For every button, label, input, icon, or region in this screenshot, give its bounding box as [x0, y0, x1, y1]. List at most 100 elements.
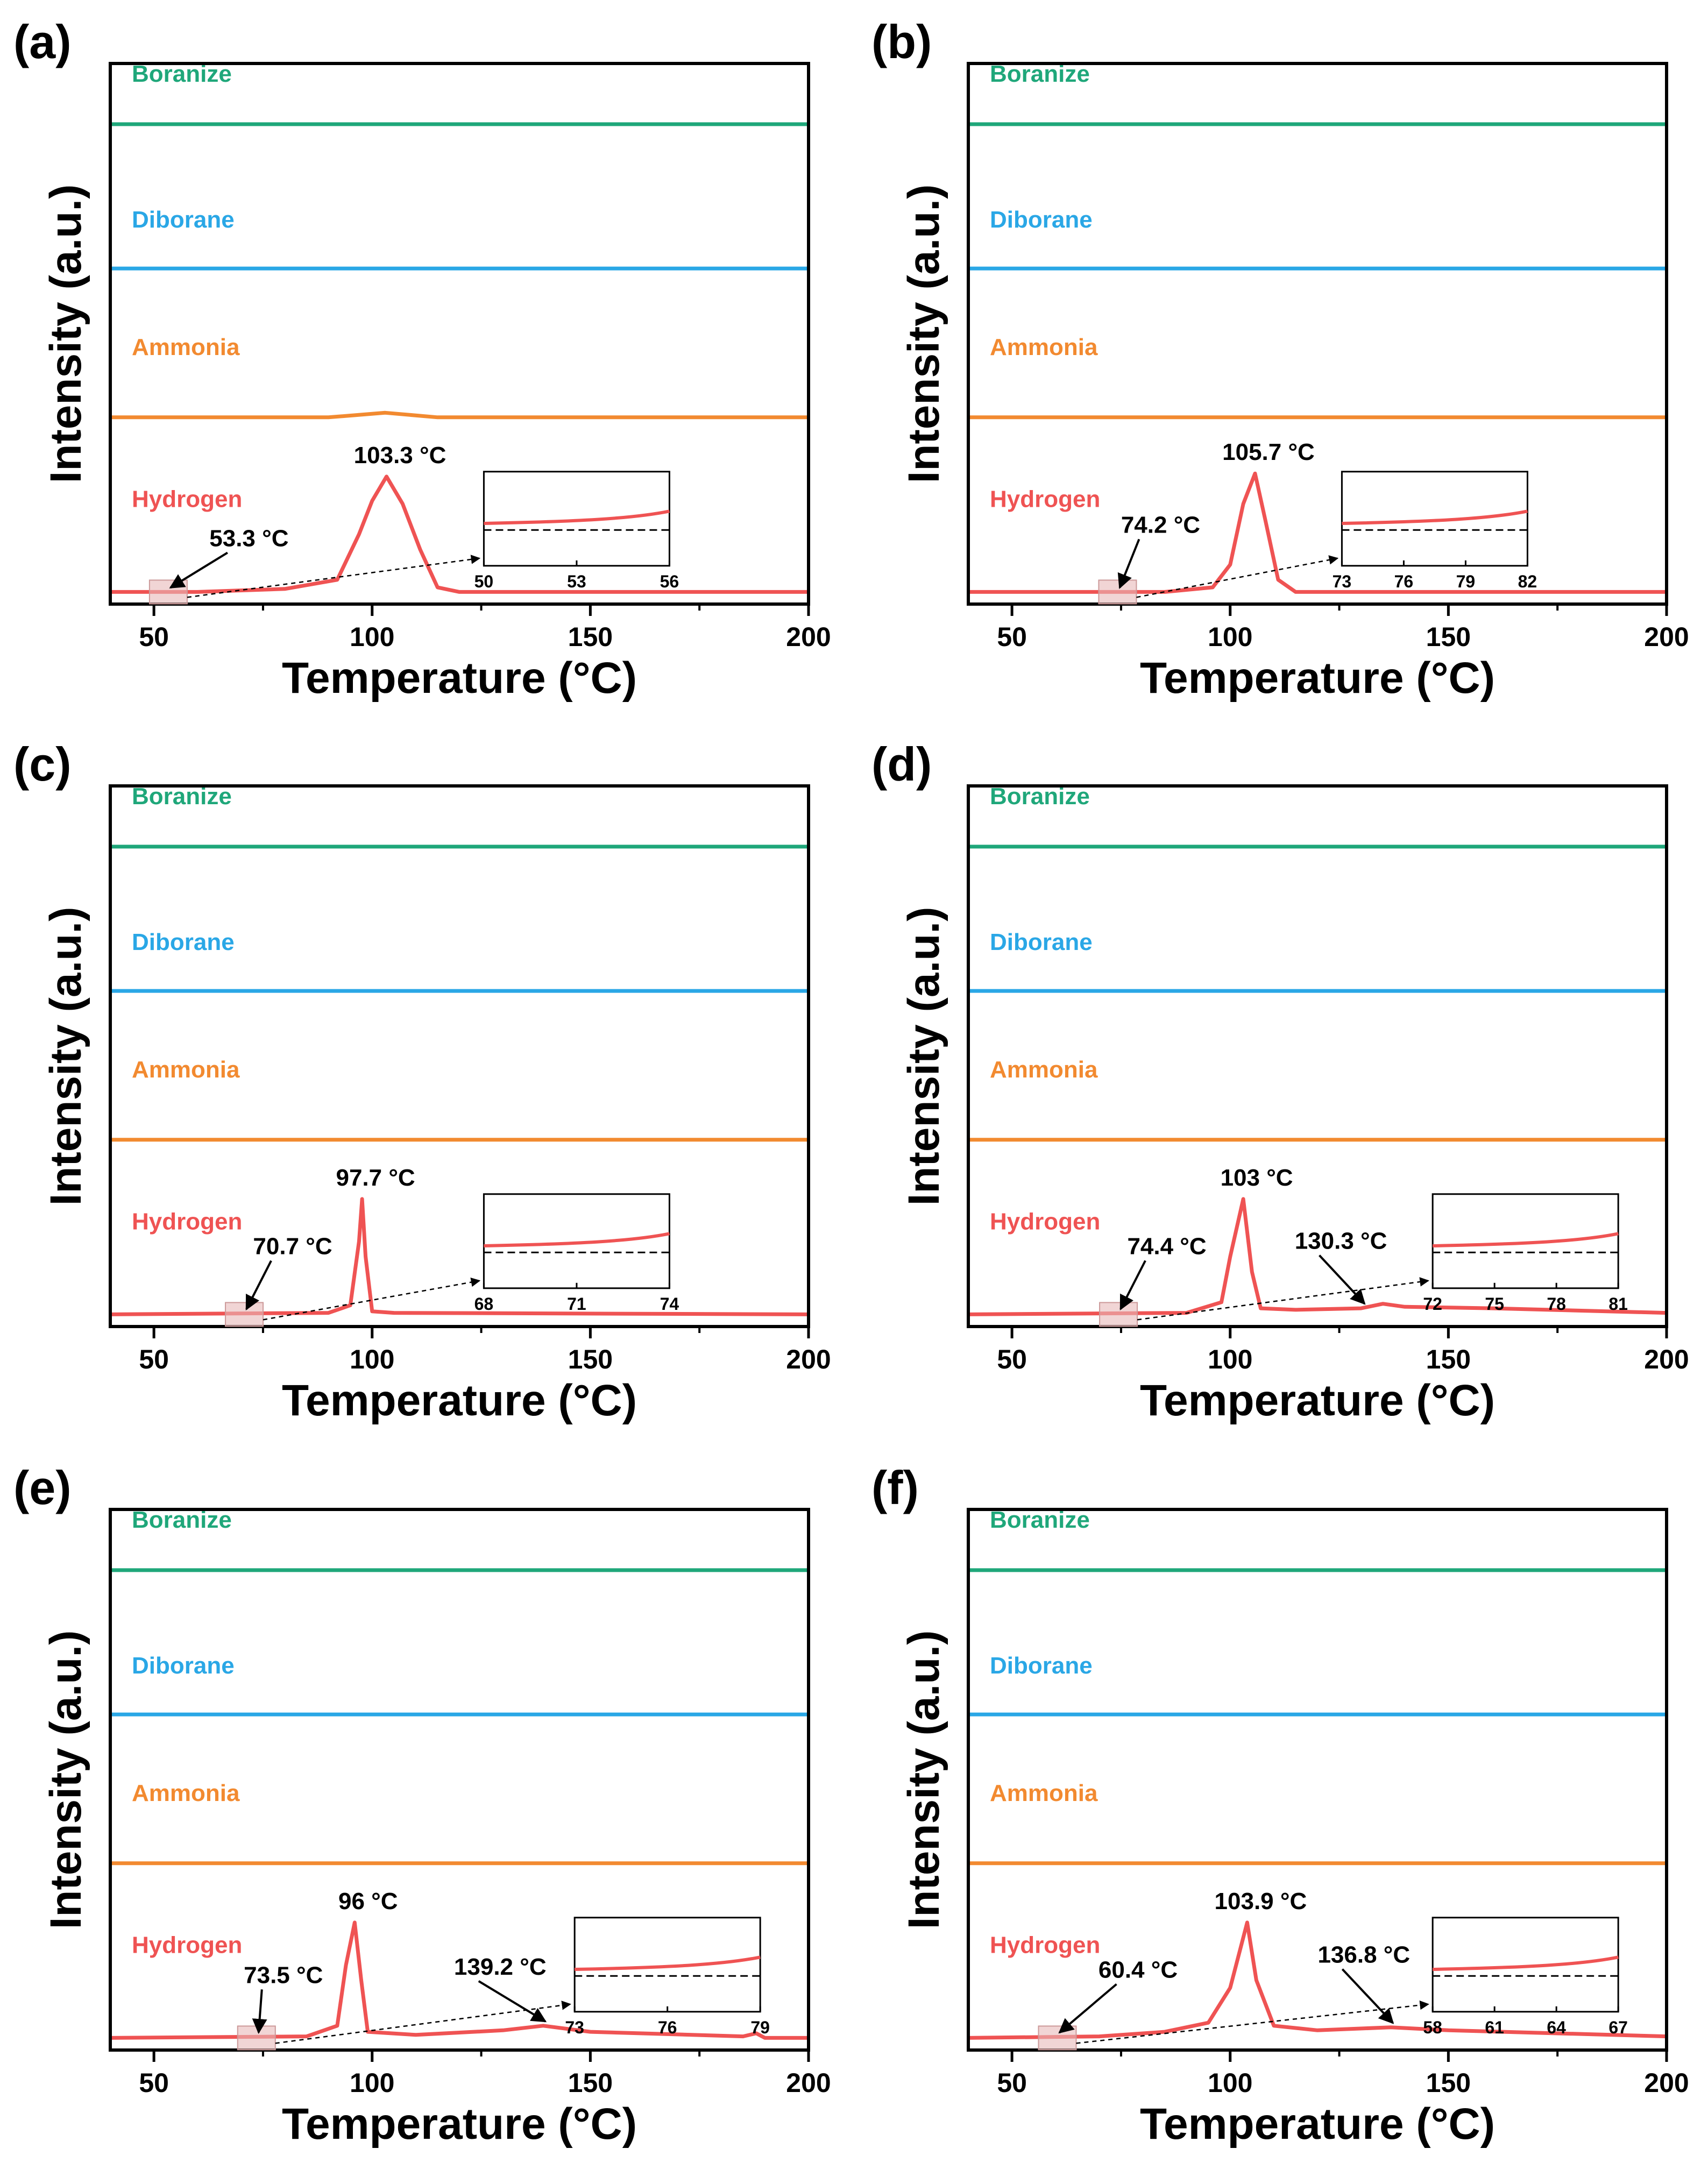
inset-tick-label: 72 [1423, 1294, 1442, 1314]
plot-frame [967, 1508, 1668, 2052]
x-tick-label: 100 [350, 2068, 394, 2098]
series-label-diborane: Diborane [990, 929, 1093, 955]
x-axis-title: Temperature (°C) [282, 654, 637, 703]
x-tick-label: 50 [139, 622, 169, 652]
temperature-annotation: 53.3 °C [209, 525, 288, 551]
zoom-inset: 73 76 79 82 [1333, 471, 1537, 591]
inset-hydrogen-line [575, 1955, 761, 1972]
inset-tick-label: 73 [565, 2018, 584, 2037]
inset-tick-label: 53 [567, 572, 586, 591]
peak-annotation: 97.7 °C [336, 1165, 415, 1191]
x-tick-label: 100 [350, 622, 394, 652]
inset-hydrogen-line [1342, 509, 1528, 526]
zoom-region-box [225, 1302, 264, 1327]
inset-tick-label: 56 [660, 572, 679, 591]
series-line-hydrogen [110, 1197, 809, 1316]
inset-tick-label: 82 [1518, 572, 1537, 591]
x-axis-title: Temperature (°C) [282, 1376, 637, 1425]
inset-tick-label: 75 [1485, 1294, 1504, 1314]
x-tick-label: 200 [1644, 622, 1689, 652]
inset-leader-arrow [275, 2001, 571, 2044]
x-tick-label: 150 [568, 2068, 613, 2098]
chart-panel-c: (c) Boranize Diborane Ammonia Hydrogen 50 100 1… [13, 738, 831, 1425]
x-tick-label: 50 [997, 1344, 1027, 1374]
inset-tick-label: 74 [660, 1294, 679, 1314]
annotation-arrow [478, 1980, 547, 2023]
chart-panel-b: (b) Boranize Diborane Ammonia Hydrogen 50 100 1… [871, 15, 1689, 703]
x-tick-label: 200 [1644, 1344, 1689, 1374]
plot-frame [109, 784, 810, 1328]
zoom-region-box [1098, 579, 1137, 605]
peak-annotation: 105.7 °C [1222, 439, 1315, 465]
x-axis-title: Temperature (°C) [1140, 1376, 1495, 1425]
series-label-diborane: Diborane [132, 929, 235, 955]
temperature-annotation: 136.8 °C [1317, 1942, 1410, 1968]
inset-tick-label: 71 [567, 1294, 586, 1314]
x-tick-label: 150 [1426, 1344, 1471, 1374]
x-tick-label: 50 [997, 2068, 1027, 2098]
x-axis-title: Temperature (°C) [1140, 2100, 1495, 2148]
zoom-inset: 50 53 56 [474, 471, 679, 591]
panel-label: (b) [871, 15, 932, 68]
annotation-arrow [169, 551, 228, 589]
peak-annotation: 103.9 °C [1215, 1888, 1307, 1914]
x-tick-label: 100 [1208, 622, 1252, 652]
series-label-boranize: Boranize [990, 61, 1090, 87]
inset-leader-arrow [1076, 2000, 1429, 2044]
inset-tick-label: 73 [1333, 572, 1352, 591]
chart-panel-e: (e) Boranize Diborane Ammonia Hydrogen 50 100 1… [13, 1461, 831, 2148]
series-label-diborane: Diborane [990, 207, 1093, 233]
series-line-hydrogen [968, 471, 1667, 594]
x-tick-label: 150 [568, 1344, 613, 1374]
inset-tick-label: 67 [1608, 2018, 1628, 2037]
x-tick-label: 50 [139, 2068, 169, 2098]
annotation-arrow [1319, 1254, 1366, 1305]
series-label-diborane: Diborane [990, 1653, 1093, 1679]
zoom-region-box [1038, 2025, 1077, 2051]
inset-tick-label: 76 [658, 2018, 677, 2037]
inset-leader-arrow [1137, 1277, 1429, 1321]
x-tick-label: 200 [786, 622, 831, 652]
x-tick-label: 50 [997, 622, 1027, 652]
series-label-boranize: Boranize [132, 61, 232, 87]
y-axis-title: Intensity (a.u.) [899, 907, 948, 1206]
inset-tick-label: 68 [474, 1294, 494, 1314]
inset-hydrogen-line [1433, 1955, 1619, 1972]
series-label-hydrogen: Hydrogen [132, 1208, 242, 1235]
plot-frame [109, 62, 810, 606]
chart-panel-f: (f) Boranize Diborane Ammonia Hydrogen 50 100 1… [871, 1461, 1689, 2148]
series-label-boranize: Boranize [990, 783, 1090, 810]
plot-frame [109, 1508, 810, 2052]
zoom-region-box [237, 2025, 276, 2051]
x-tick-label: 200 [1644, 2068, 1689, 2098]
y-axis-title: Intensity (a.u.) [41, 185, 90, 484]
zoom-region-box [148, 579, 188, 605]
inset-tick-label: 79 [750, 2018, 770, 2037]
chart-panel-d: (d) Boranize Diborane Ammonia Hydrogen 50 100 1… [871, 738, 1689, 1425]
peak-annotation: 103.3 °C [354, 442, 447, 469]
zoom-region-box [1099, 1302, 1138, 1327]
inset-hydrogen-line [484, 1232, 670, 1248]
inset-tick-label: 78 [1547, 1294, 1566, 1314]
x-tick-label: 150 [568, 622, 613, 652]
series-label-boranize: Boranize [132, 1507, 232, 1533]
temperature-annotation: 74.4 °C [1127, 1233, 1206, 1259]
annotation-arrow [245, 1260, 272, 1311]
panel-label: (c) [13, 738, 72, 791]
zoom-inset: 68 71 74 [474, 1193, 679, 1314]
y-axis-title: Intensity (a.u.) [41, 907, 90, 1206]
panel-label: (e) [13, 1461, 72, 1514]
series-label-ammonia: Ammonia [132, 334, 240, 360]
inset-tick-label: 58 [1423, 2018, 1442, 2037]
temperature-annotation: 70.7 °C [253, 1233, 332, 1260]
series-label-ammonia: Ammonia [132, 1780, 240, 1806]
inset-leader-arrow [187, 555, 481, 598]
panel-label: (f) [871, 1461, 919, 1514]
series-label-boranize: Boranize [990, 1507, 1090, 1533]
x-tick-label: 200 [786, 1344, 831, 1374]
x-tick-label: 100 [1208, 1344, 1252, 1374]
series-label-diborane: Diborane [132, 1653, 235, 1679]
series-line-hydrogen [968, 1197, 1667, 1316]
x-axis-title: Temperature (°C) [282, 2100, 637, 2148]
inset-hydrogen-line [484, 509, 670, 526]
